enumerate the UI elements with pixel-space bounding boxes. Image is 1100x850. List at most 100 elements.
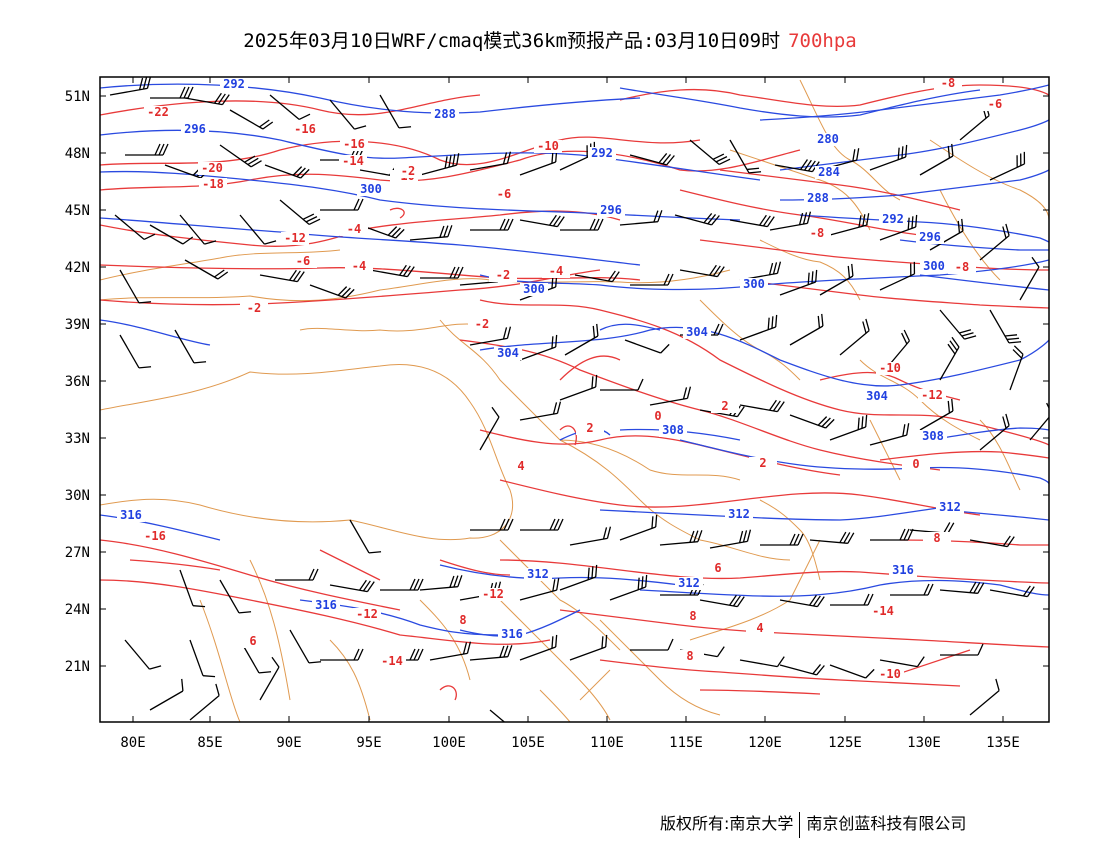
height-label: 316	[892, 563, 914, 577]
title-text: 2025年03月10日WRF/cmaq模式36km预报产品:03月10日09时	[243, 30, 781, 52]
height-contour-line	[100, 129, 761, 181]
wind-barb	[919, 398, 954, 431]
wind-barb-feather	[913, 261, 916, 274]
wind-barb-feather	[551, 276, 554, 289]
temperature-label-bg	[542, 265, 570, 278]
wind-barb-feather	[789, 533, 796, 546]
lon-tick-label: 90E	[276, 735, 301, 751]
wind-barb-staff	[829, 224, 867, 236]
wind-barb-staff	[349, 519, 370, 554]
wind-barb-feather	[857, 417, 860, 430]
wind-barb-feather	[556, 401, 562, 414]
wind-barb	[519, 578, 560, 601]
wind-barb-feather	[402, 265, 411, 277]
wind-barb	[939, 581, 985, 594]
wind-barb	[564, 323, 599, 356]
wind-barb-feather	[595, 564, 598, 578]
wind-barb-feather	[192, 605, 206, 608]
wind-barb-staff	[709, 540, 748, 549]
wind-barb-feather	[916, 656, 925, 667]
border-line	[559, 439, 741, 481]
wind-barb-feather	[154, 143, 161, 156]
temperature-label-bg	[281, 232, 309, 245]
temperature-label: -18	[202, 177, 224, 191]
wind-barb-feather	[457, 266, 464, 279]
wind-barb-staff	[114, 214, 145, 240]
wind-barb-feather	[742, 530, 748, 543]
wind-barb	[1009, 345, 1024, 391]
temperature-label-bg	[534, 140, 562, 153]
wind-barb	[979, 413, 1010, 451]
wind-barb-feather	[663, 273, 670, 286]
wind-barb	[629, 153, 675, 166]
wind-barb-feather	[215, 683, 220, 696]
wind-barb-feather	[713, 323, 720, 336]
height-label: 300	[923, 259, 945, 273]
wind-barb-feather	[897, 147, 900, 160]
wind-barb-feather	[593, 218, 600, 231]
lon-tick-label: 130E	[907, 735, 941, 751]
wind-barb-feather	[865, 414, 868, 428]
wind-barb-staff	[789, 414, 826, 429]
temperature-label-bg	[704, 562, 732, 575]
lat-tick-label: 27N	[65, 545, 90, 561]
temperature-label: -22	[147, 105, 169, 119]
temperature-contour-line	[619, 84, 1049, 107]
wind-barb-staff	[969, 690, 1000, 716]
wind-barb-feather	[759, 214, 767, 226]
wind-barb	[469, 151, 512, 171]
lat-tick-label: 48N	[65, 146, 90, 162]
border-line	[929, 139, 1049, 221]
wind-barb	[1019, 256, 1040, 301]
wind-barb	[729, 214, 775, 228]
wind-barb	[119, 269, 152, 304]
lon-tick-label: 105E	[511, 735, 545, 751]
wind-barb-feather	[863, 593, 870, 606]
wind-barb-feather	[551, 151, 554, 164]
wind-barb	[674, 213, 720, 226]
wind-barb-staff	[649, 397, 688, 406]
temperature-label: -2	[475, 317, 489, 331]
temperature-contour-line	[479, 299, 1049, 446]
wind-barb-staff	[189, 639, 204, 676]
wind-barb	[989, 309, 1022, 344]
wind-barb-staff	[1029, 410, 1049, 441]
wind-barb-feather	[658, 153, 668, 164]
temperature-label: -2	[247, 301, 261, 315]
wind-barb-feather	[296, 271, 305, 282]
wind-barb-staff	[279, 199, 310, 225]
wind-barb	[869, 423, 910, 446]
wind-barb-feather	[906, 423, 910, 436]
wind-barb-feather	[398, 126, 412, 129]
wind-barb-staff	[124, 639, 150, 670]
wind-barb-feather	[1002, 416, 1007, 429]
border-line	[499, 539, 621, 651]
wind-barb-staff	[479, 416, 500, 451]
wind-barb-feather	[312, 568, 319, 581]
wind-barb-feather	[499, 645, 505, 658]
wind-barb	[149, 224, 194, 245]
wind-barb	[909, 522, 955, 534]
wind-barb-staff	[689, 139, 720, 165]
wind-barb	[560, 218, 604, 231]
temperature-label-bg	[902, 458, 930, 471]
wind-barb	[624, 339, 670, 354]
wind-barb	[829, 664, 875, 679]
wind-barb	[679, 264, 725, 278]
wind-barb-feather	[187, 86, 194, 99]
wind-barb-feather	[193, 361, 207, 364]
temperature-label: -4	[347, 222, 361, 236]
temperature-label-bg	[141, 530, 169, 543]
temperature-label: -4	[549, 264, 563, 278]
wind-barb-feather	[444, 156, 448, 169]
height-contours	[100, 83, 1049, 637]
height-contour-line	[100, 217, 641, 266]
wind-barb-feather	[961, 332, 974, 337]
wind-barb-feather	[341, 287, 351, 298]
wind-barb	[940, 643, 984, 656]
wind-barb	[939, 336, 960, 381]
lon-tick-label: 115E	[669, 735, 703, 751]
wind-barb-feather	[718, 158, 731, 166]
temperature-label: -8	[955, 260, 969, 274]
temperature-label-bg	[239, 635, 267, 648]
